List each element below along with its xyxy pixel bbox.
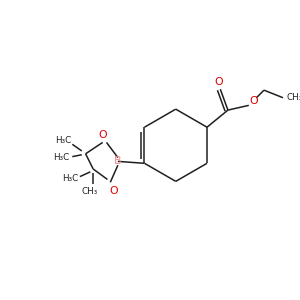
Text: O: O: [110, 186, 118, 196]
Text: CH₃: CH₃: [286, 93, 300, 102]
Text: O: O: [98, 130, 107, 140]
Text: H₃C: H₃C: [55, 136, 71, 145]
Text: O: O: [214, 76, 223, 87]
Text: CH₃: CH₃: [81, 187, 98, 196]
Text: H₃C: H₃C: [53, 153, 69, 162]
Text: H₃C: H₃C: [62, 174, 79, 183]
Text: B: B: [114, 156, 122, 167]
Text: O: O: [249, 96, 258, 106]
